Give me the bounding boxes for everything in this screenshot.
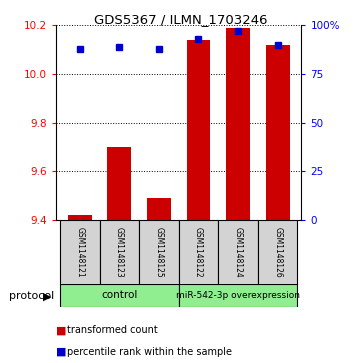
Bar [100, 220, 139, 285]
Bar [147, 198, 171, 220]
Bar [187, 40, 210, 220]
Bar [139, 220, 179, 285]
Bar [60, 284, 179, 307]
Text: ■: ■ [56, 347, 66, 357]
Bar [60, 220, 100, 285]
Text: GDS5367 / ILMN_1703246: GDS5367 / ILMN_1703246 [94, 13, 267, 26]
Text: control: control [101, 290, 138, 301]
Text: ■: ■ [56, 325, 66, 335]
Bar [108, 147, 131, 220]
Bar [68, 215, 92, 220]
Text: GSM1148123: GSM1148123 [115, 227, 124, 278]
Text: GSM1148125: GSM1148125 [155, 227, 164, 278]
Bar [226, 28, 250, 220]
Bar [179, 284, 297, 307]
Text: GSM1148122: GSM1148122 [194, 227, 203, 278]
Text: GSM1148121: GSM1148121 [75, 227, 84, 278]
Text: transformed count: transformed count [67, 325, 157, 335]
Bar [179, 220, 218, 285]
Text: protocol: protocol [9, 291, 54, 301]
Text: miR-542-3p overexpression: miR-542-3p overexpression [176, 291, 300, 300]
Text: GSM1148124: GSM1148124 [234, 227, 243, 278]
Bar [266, 45, 290, 220]
Text: percentile rank within the sample: percentile rank within the sample [67, 347, 232, 357]
Text: GSM1148126: GSM1148126 [273, 227, 282, 278]
Bar [258, 220, 297, 285]
Bar [218, 220, 258, 285]
Text: ▶: ▶ [43, 291, 51, 301]
